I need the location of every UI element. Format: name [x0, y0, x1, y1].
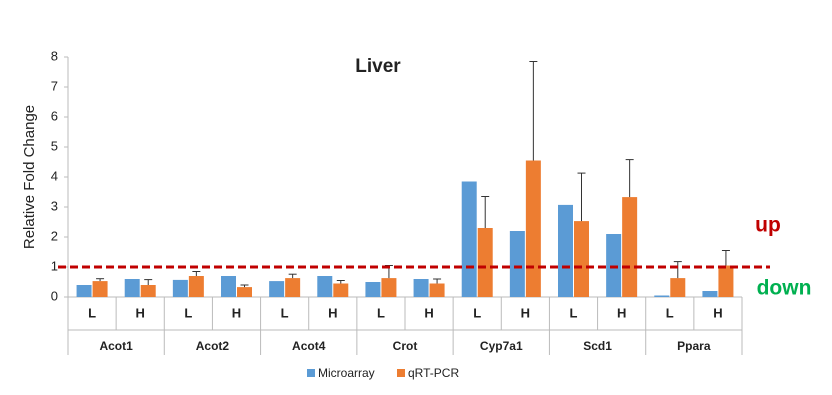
group-label: Crot [393, 339, 418, 353]
bar [670, 278, 686, 297]
bar [509, 231, 525, 297]
bar [654, 295, 670, 297]
bar [365, 282, 381, 297]
bar [461, 181, 477, 297]
x-tick-label: H [617, 305, 626, 320]
bar [172, 279, 188, 297]
x-tick-label: H [232, 305, 241, 320]
bar [140, 285, 156, 297]
bar [124, 279, 140, 297]
legend-label: qRT-PCR [408, 366, 459, 380]
annotation-down: down [757, 277, 812, 300]
x-tick-label: H [136, 305, 145, 320]
legend-swatch [307, 369, 315, 377]
chart-title: Liver [355, 56, 401, 77]
bar [76, 285, 92, 297]
bar [622, 197, 638, 297]
x-tick-label: L [473, 305, 481, 320]
bar [525, 160, 541, 297]
group-label: Cyp7a1 [480, 339, 523, 353]
bar [92, 281, 108, 297]
y-tick-label: 1 [51, 258, 58, 273]
bar [413, 279, 429, 297]
bar [188, 276, 204, 297]
y-tick-label: 6 [51, 108, 58, 123]
group-label: Scd1 [583, 339, 612, 353]
y-tick-label: 0 [51, 288, 58, 303]
bar [333, 283, 349, 297]
bar [285, 278, 301, 297]
x-tick-label: L [281, 305, 289, 320]
annotation-up: up [755, 214, 781, 237]
bar [237, 287, 252, 297]
x-tick-label: L [377, 305, 385, 320]
x-tick-label: L [184, 305, 192, 320]
y-tick-label: 3 [51, 198, 58, 213]
x-tick-label: H [713, 305, 722, 320]
bar [702, 291, 718, 297]
x-tick-label: H [424, 305, 433, 320]
x-tick-label: L [88, 305, 96, 320]
legend-swatch [397, 369, 405, 377]
group-label: Ppara [677, 339, 711, 353]
bar [317, 276, 333, 297]
group-label: Acot2 [196, 339, 230, 353]
legend-label: Microarray [318, 366, 375, 380]
group-label: Acot1 [99, 339, 133, 353]
x-tick-label: L [666, 305, 674, 320]
group-label: Acot4 [292, 339, 326, 353]
y-tick-label: 4 [51, 168, 58, 183]
y-tick-label: 8 [51, 48, 58, 63]
x-tick-label: H [328, 305, 337, 320]
bar [429, 283, 445, 297]
x-tick-label: L [570, 305, 578, 320]
bar [381, 278, 397, 297]
bar [718, 265, 734, 297]
bar [269, 281, 285, 297]
y-tick-label: 7 [51, 78, 58, 93]
bar [221, 276, 236, 297]
x-tick-label: H [521, 305, 530, 320]
bar [574, 221, 589, 297]
y-axis-label: Relative Fold Change [21, 105, 38, 249]
bar [558, 204, 573, 297]
y-tick-label: 5 [51, 138, 58, 153]
bar [477, 228, 493, 297]
y-tick-label: 2 [51, 228, 58, 243]
